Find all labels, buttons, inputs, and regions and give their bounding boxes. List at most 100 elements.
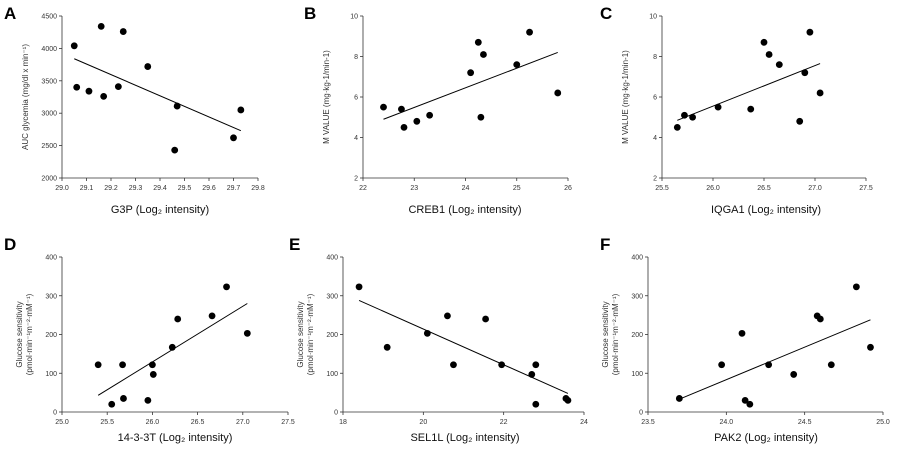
data-point [806, 28, 814, 36]
y-tick-label: 100 [326, 371, 338, 378]
x-tick-label: 29.6 [202, 185, 216, 192]
x-tick-label: 29.1 [80, 185, 94, 192]
data-point [714, 103, 722, 111]
data-point [816, 89, 824, 97]
y-tick-label: 100 [631, 371, 643, 378]
y-tick-label: 2000 [41, 176, 57, 183]
panel-d: D 25.0 25.5 26.0 26.5 27.0 27.5 0 100 200 300 400 Gl… [4, 235, 295, 444]
data-point [816, 315, 824, 323]
data-point [355, 283, 363, 291]
data-point [413, 117, 421, 125]
data-point [426, 111, 434, 119]
data-point [444, 312, 451, 320]
y-tick-label: 2500 [41, 143, 57, 150]
data-point [237, 106, 245, 114]
panel-letter: E [289, 235, 300, 254]
data-point [747, 105, 755, 113]
x-tick-label: 26 [564, 185, 572, 192]
data-point [738, 329, 746, 337]
y-axis-label: (pmol·min⁻¹m⁻²·mM⁻¹) [306, 293, 315, 375]
y-tick-label: 400 [326, 255, 338, 262]
y-tick-label: 400 [45, 255, 57, 262]
x-axis-label: IQGA1 (Log₂ intensity) [711, 204, 821, 216]
data-point [765, 361, 773, 369]
data-point [168, 343, 176, 351]
x-tick-label: 22 [359, 185, 367, 192]
y-tick-label: 4 [354, 135, 358, 142]
x-axis-label: 14-3-3T (Log₂ intensity) [118, 432, 233, 444]
y-tick-label: 100 [45, 371, 57, 378]
data-point [746, 400, 754, 408]
y-tick-label: 4 [653, 135, 657, 142]
x-tick-label: 27.0 [236, 419, 250, 426]
data-point [689, 113, 696, 121]
y-tick-label: 4000 [41, 46, 57, 53]
data-point [801, 69, 809, 77]
panel-f: F 23.5 24.0 24.5 25.0 0 100 200 300 400 Glucose se… [600, 235, 890, 444]
x-tick-label: 29.3 [129, 185, 143, 192]
data-point [852, 283, 860, 291]
x-axis-label: PAK2 (Log₂ intensity) [714, 432, 818, 444]
x-tick-label: 29.7 [227, 185, 241, 192]
regression-line [677, 63, 821, 121]
y-tick-label: 200 [631, 332, 643, 339]
data-point [230, 134, 237, 142]
y-tick-label: 8 [354, 54, 358, 61]
data-point [765, 51, 773, 58]
x-tick-label: 25.0 [55, 419, 69, 426]
y-axis-label: AUC glycemia (mg/dl x min⁻¹) [21, 44, 30, 150]
x-tick-label: 25.5 [100, 419, 114, 426]
x-axis-label: CREB1 (Log₂ intensity) [408, 204, 521, 216]
y-axis-label: Glucose sensitivity [296, 301, 305, 367]
y-tick-label: 2 [653, 176, 657, 183]
x-tick-label: 25.0 [876, 419, 890, 426]
data-point [208, 312, 216, 320]
panel-e: E 18 20 22 24 0 100 200 300 400 Glucose sensitivit… [289, 235, 588, 444]
regression-line [74, 58, 242, 132]
y-tick-label: 2 [354, 176, 358, 183]
data-point [119, 361, 126, 369]
data-point [94, 361, 102, 369]
data-point [741, 396, 749, 404]
x-tick-label: 18 [339, 419, 347, 426]
x-tick-label: 20 [419, 419, 427, 426]
data-point [867, 343, 874, 351]
y-tick-label: 300 [326, 293, 338, 300]
y-tick-label: 0 [53, 410, 57, 417]
data-point [827, 361, 835, 369]
panel-letter: F [600, 235, 610, 254]
data-point [775, 61, 783, 68]
y-axis-label: M VALUE (mg·kg-1/min-1) [621, 50, 630, 144]
data-point [450, 361, 457, 369]
y-tick-label: 300 [631, 293, 643, 300]
x-tick-label: 27.5 [859, 185, 873, 192]
x-tick-label: 26.0 [706, 185, 720, 192]
data-point [482, 315, 489, 323]
data-point [564, 396, 572, 404]
data-point [681, 111, 688, 119]
panel-letter: D [4, 235, 16, 254]
panel-c: C 25.5 26.0 26.5 27.0 27.5 2 4 6 8 10 M VALUE (mg·k… [600, 4, 873, 216]
x-tick-label: 29.5 [178, 185, 192, 192]
data-point [85, 87, 93, 95]
y-tick-label: 3500 [41, 78, 57, 85]
x-tick-label: 26.0 [146, 419, 160, 426]
x-tick-label: 29.4 [153, 185, 167, 192]
data-point [526, 28, 533, 36]
x-tick-label: 24 [462, 185, 470, 192]
x-tick-label: 22 [500, 419, 508, 426]
data-point [467, 69, 475, 77]
x-tick-label: 29.2 [104, 185, 118, 192]
data-point [149, 371, 157, 378]
data-point [144, 396, 152, 404]
data-point [675, 395, 683, 402]
data-point [120, 395, 127, 402]
x-tick-label: 26.5 [757, 185, 771, 192]
y-tick-label: 6 [354, 95, 358, 102]
data-point [796, 117, 804, 125]
data-point [144, 63, 152, 70]
data-point [243, 329, 251, 337]
